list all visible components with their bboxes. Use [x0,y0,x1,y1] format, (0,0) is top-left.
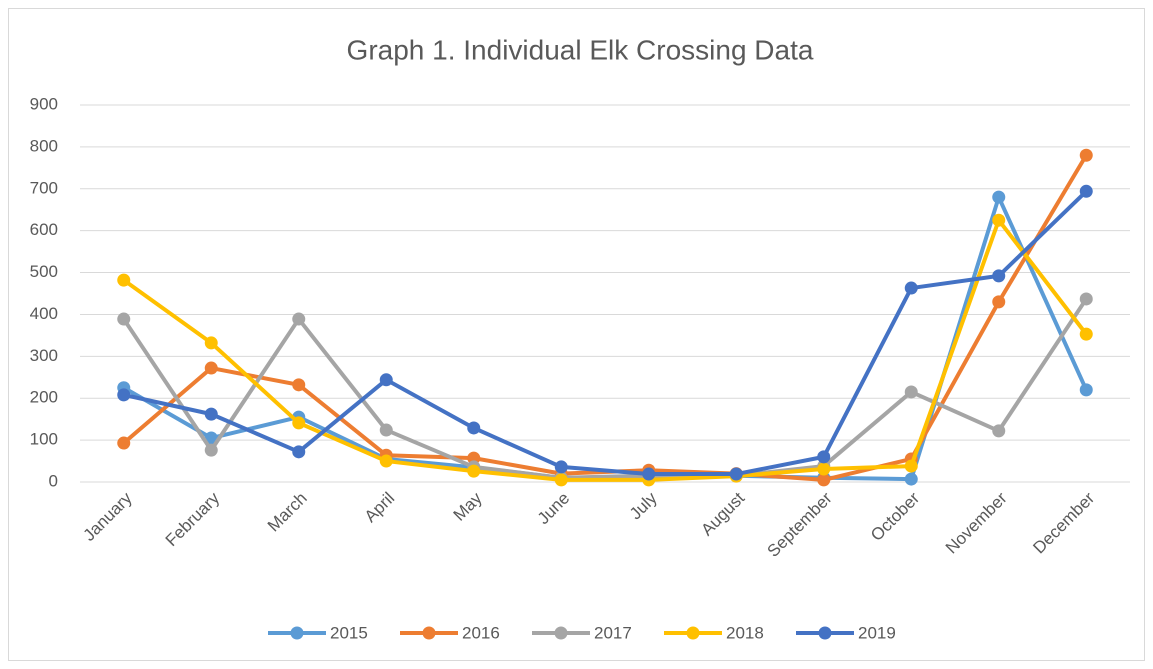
data-point [204,443,218,457]
data-point [292,312,306,326]
data-point [117,273,131,287]
data-point [904,281,918,295]
legend-marker [818,626,832,640]
data-point [904,385,918,399]
data-point [992,295,1006,309]
legend-marker [422,626,436,640]
data-point [204,407,218,421]
data-point [817,450,831,464]
legend-label: 2015 [330,623,368,642]
data-point [1079,148,1093,162]
data-point [817,462,831,476]
y-tick-label: 600 [30,220,58,239]
data-point [292,445,306,459]
data-point [467,464,481,478]
series-line [122,218,1088,482]
data-point [204,361,218,375]
data-point [729,467,743,481]
legend-label: 2016 [462,623,500,642]
data-point [992,213,1006,227]
data-point [292,416,306,430]
chart-title: Graph 1. Individual Elk Crossing Data [347,34,814,65]
chart-border [8,8,1145,661]
data-point [379,373,393,387]
data-point [1079,383,1093,397]
series-line [122,297,1088,480]
data-point [642,467,656,481]
y-tick-label: 0 [49,471,58,490]
legend-label: 2019 [858,623,896,642]
y-tick-label: 400 [30,304,58,323]
data-point [992,269,1006,283]
legend-marker [686,626,700,640]
legend-marker [290,626,304,640]
y-tick-label: 200 [30,388,58,407]
data-point [204,431,218,445]
data-point [554,473,568,487]
data-point [554,460,568,474]
data-point [904,472,918,486]
data-point [992,190,1006,204]
data-point [204,336,218,350]
data-point [1079,327,1093,341]
data-point [467,421,481,435]
y-tick-label: 900 [30,94,58,113]
y-tick-label: 500 [30,262,58,281]
legend-label: 2018 [726,623,764,642]
y-tick-label: 100 [30,430,58,449]
data-point [117,388,131,402]
data-point [904,459,918,473]
legend-marker [554,626,568,640]
data-point [1079,184,1093,198]
data-point [817,473,831,487]
data-point [292,378,306,392]
data-point [117,436,131,450]
y-tick-label: 700 [30,178,58,197]
data-point [992,424,1006,438]
data-point [379,454,393,468]
series-line [123,189,1088,477]
data-point [379,423,393,437]
y-tick-label: 300 [30,346,58,365]
y-tick-label: 800 [30,136,58,155]
legend-label: 2017 [594,623,632,642]
data-point [117,312,131,326]
data-point [1079,292,1093,306]
